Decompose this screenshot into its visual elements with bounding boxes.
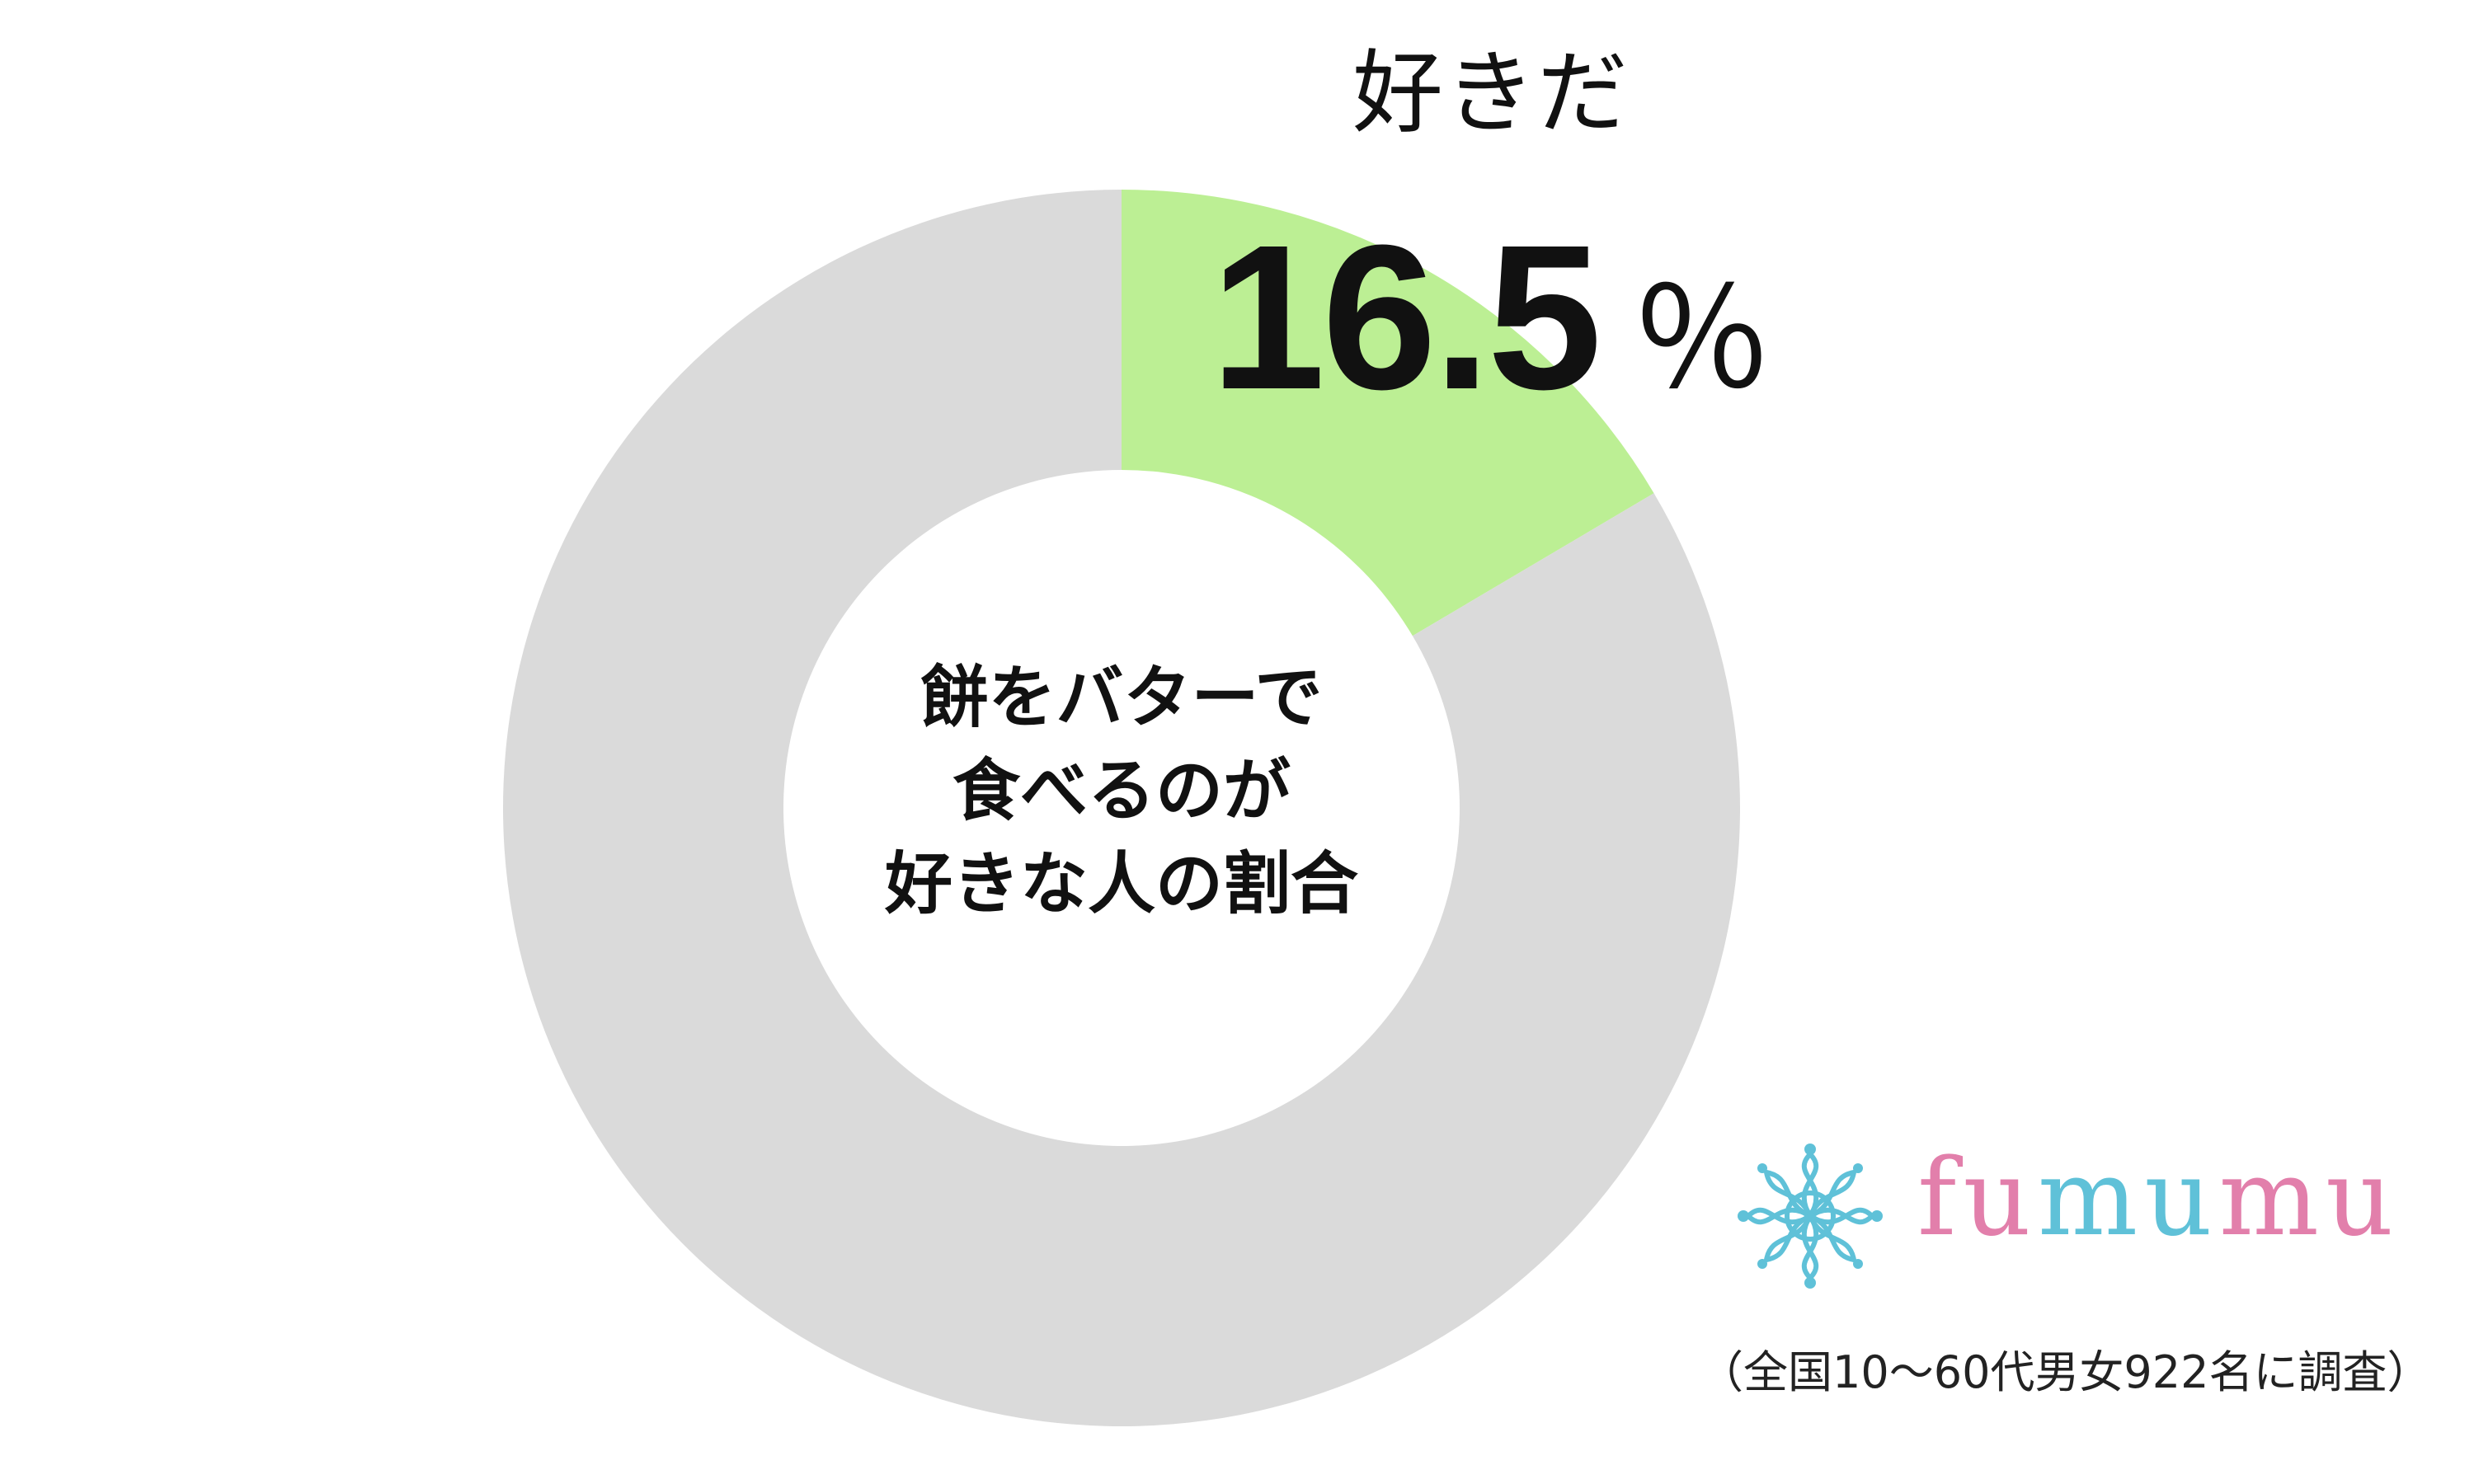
slice-value-number: 16.5: [1211, 202, 1602, 432]
logo-text-fu: fu: [1917, 1137, 2038, 1260]
slice-value-unit: ％: [1631, 259, 1772, 422]
center-title-line-1: 餅をバターで: [920, 659, 1323, 737]
center-title-line-2: 食べるのが: [952, 752, 1291, 831]
logo-wordmark: fumumu: [1917, 1146, 2400, 1252]
fumumu-logo: fumumu: [1732, 1138, 2393, 1294]
donut-slice-1: [503, 190, 1741, 1426]
donut-slice-0: [1122, 190, 1654, 636]
slice-label-like: 好きだ: [1352, 40, 1630, 146]
logo-text-mu: mu: [2037, 1137, 2219, 1260]
survey-footnote: （全国10～60代男女922名に調査）: [1699, 1346, 2432, 1398]
center-title-line-3: 好きな人の割合: [884, 845, 1358, 924]
flower-emblem-icon: [1738, 1144, 1883, 1289]
logo-text-mu-2: mu: [2218, 1137, 2401, 1260]
slice-value-like: 16.5 ％: [1211, 214, 1772, 420]
chart-center-title: 餅をバターで 食べるのが 好きな人の割合: [825, 651, 1418, 931]
donut-slices: [503, 190, 1741, 1426]
